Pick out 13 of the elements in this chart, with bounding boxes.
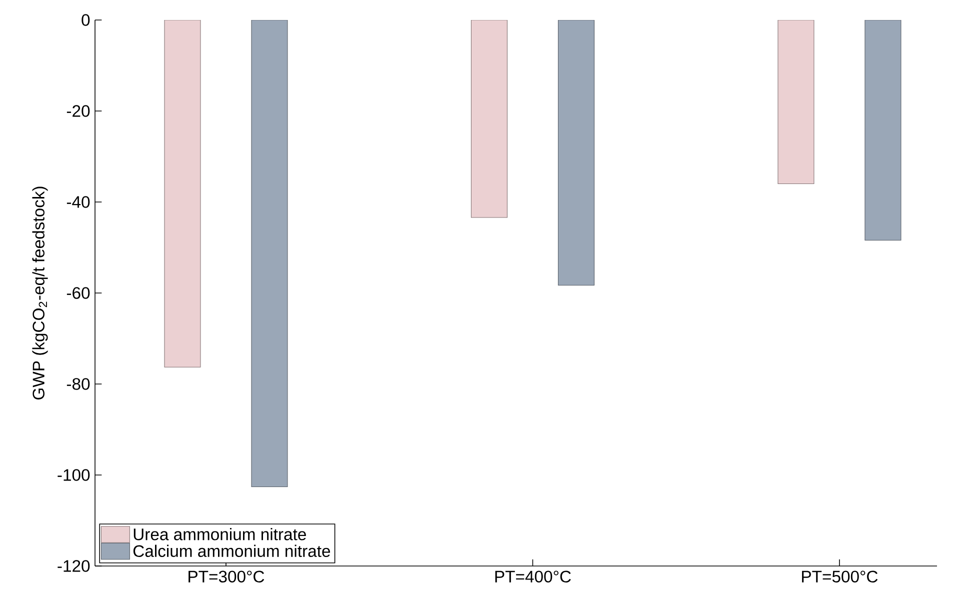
y-tick-label: -40 xyxy=(66,196,90,208)
y-tick-label: -80 xyxy=(66,378,90,390)
y-axis-title: GWP (kgCO$_{2}$-eq/t feedstock) xyxy=(32,186,48,400)
legend-label: Urea ammonium nitrate xyxy=(134,528,306,540)
x-tick-label: PT=400°C xyxy=(495,570,571,582)
y-tick-label: -100 xyxy=(58,469,90,481)
y-tick-label: -60 xyxy=(66,287,90,299)
y-tick-label: -20 xyxy=(66,105,90,117)
y-tick-label: 0 xyxy=(82,14,90,26)
legend-label: Calcium ammonium nitrate xyxy=(133,544,330,558)
y-tick-label: -120 xyxy=(58,560,90,572)
x-tick-label: PT=300°C xyxy=(188,570,264,582)
x-tick-label: PT=500°C xyxy=(802,570,878,582)
